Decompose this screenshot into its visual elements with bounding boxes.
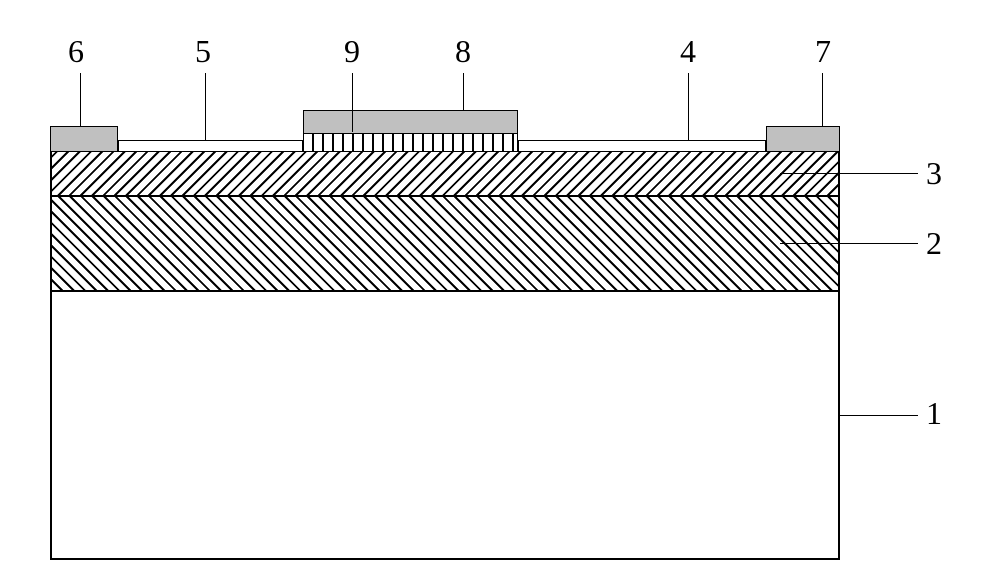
label-9: 9	[344, 33, 360, 70]
gate-8	[303, 110, 518, 134]
label-1: 1	[926, 395, 942, 432]
label-5: 5	[195, 33, 211, 70]
label-3: 3	[926, 155, 942, 192]
electrode-7	[766, 126, 840, 152]
leader-4	[688, 73, 689, 140]
leader-9	[352, 73, 353, 132]
layer-5	[118, 140, 303, 152]
leader-3	[780, 173, 918, 174]
label-6: 6	[68, 33, 84, 70]
layer-4	[518, 140, 766, 152]
substrate-layer-1	[50, 290, 840, 560]
leader-1	[838, 415, 918, 416]
leader-5	[205, 73, 206, 140]
label-4: 4	[680, 33, 696, 70]
leader-7	[822, 73, 823, 126]
electrode-6	[50, 126, 118, 152]
leader-8	[463, 73, 464, 110]
label-7: 7	[815, 33, 831, 70]
layer-2	[50, 195, 840, 292]
label-8: 8	[455, 33, 471, 70]
layer-9	[303, 132, 518, 152]
label-2: 2	[926, 225, 942, 262]
leader-6	[80, 73, 81, 126]
leader-2	[780, 243, 918, 244]
diagram-container: 6 5 9 8 4 7 3 2 1	[0, 0, 1000, 585]
layer-3	[50, 150, 840, 197]
